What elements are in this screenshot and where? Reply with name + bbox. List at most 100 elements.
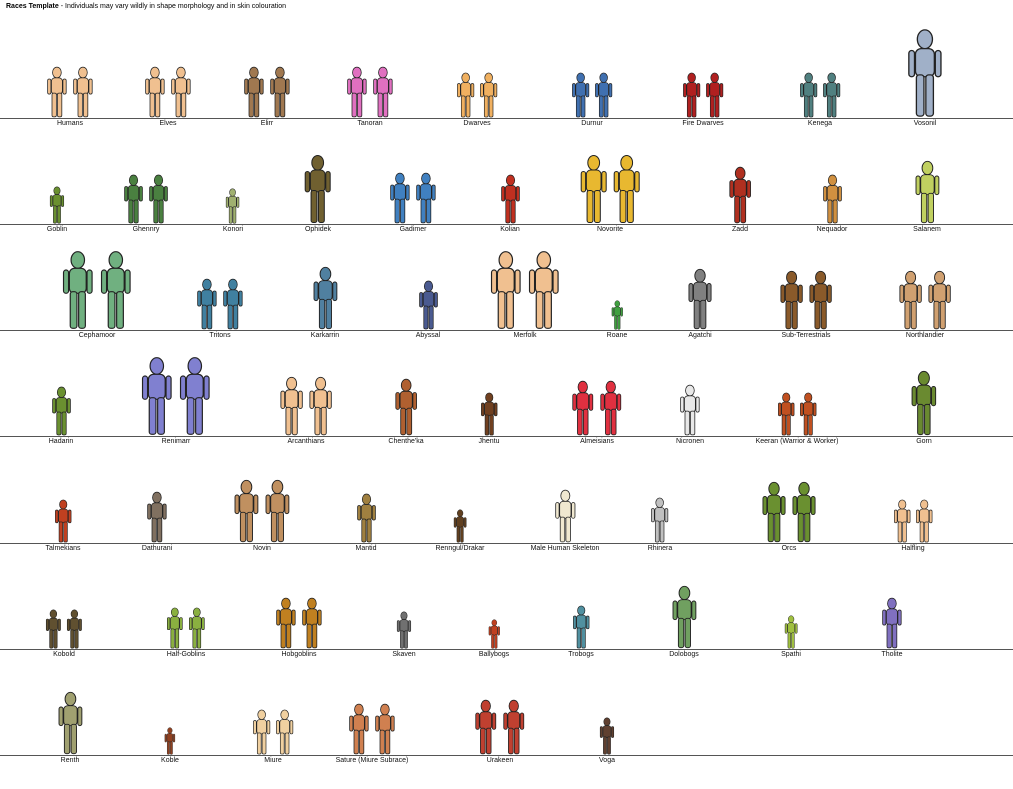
race-figure [147,491,167,543]
race-figure [280,376,303,436]
race-figure [453,509,467,543]
race-figure [595,72,613,118]
race-figure [276,597,296,649]
race-label: Ballybogs [478,651,510,658]
race-figure [893,499,910,543]
race-figure [672,585,696,649]
race-figure [179,357,210,435]
race-label: Renngul/Drakar [435,545,485,552]
race-figure [149,174,168,224]
race-figure [792,481,816,543]
race-label: Rhinera [647,545,673,552]
race-label: Cephamoor [78,332,116,339]
race-label: Gorn [916,438,932,445]
race-label: Jhentu [478,438,500,445]
page-title: Races Template - Individuals may vary wi… [6,3,286,10]
race-label: Koble [161,757,179,764]
race-label: Keeran (Warrior & Worker) [755,438,839,445]
race-figure [145,66,165,118]
race-figure [915,160,939,224]
race-label: Ghennry [132,226,160,233]
race-figure [784,615,798,649]
race-figure [349,703,369,755]
race-figure [528,251,559,329]
race-figure [580,154,607,224]
race-figure [66,609,82,649]
row-baseline [0,543,1013,544]
race-figure [613,154,640,224]
race-label: Arcanthians [287,438,325,445]
race-figure [47,66,67,118]
race-label: Sature (Miure Subrace) [335,757,409,764]
race-figure [356,493,376,543]
race-figure [396,611,412,649]
race-label: Tholite [881,651,903,658]
race-label: Trobogs [568,651,594,658]
row-baseline [0,436,1013,437]
race-figure [706,72,724,118]
race-label: Urakeen [486,757,514,764]
race-figure [491,251,522,329]
race-label: Male Human Skeleton [530,545,600,552]
race-label: Zadd [732,226,748,233]
race-figure [928,270,951,330]
race-figure [226,188,240,224]
race-figure [276,709,294,755]
race-label: Renimarr [161,438,191,445]
race-figure [777,392,794,436]
race-figure [554,489,576,543]
race-figure [688,268,712,330]
race-label: Voga [599,757,615,764]
title-subtitle: - Individuals may vary wildly in shape m… [58,3,287,10]
race-figure [503,699,525,755]
race-figure [302,597,322,649]
race-label: Kenega [807,120,833,127]
race-figure [911,370,937,436]
race-label: Dolobogs [669,651,699,658]
race-figure [899,270,922,330]
race-figure [58,691,82,755]
race-figure [223,278,243,330]
race-figure [265,479,290,543]
race-label: Novorite [596,226,624,233]
race-figure [611,300,623,330]
race-label: Agatchi [688,332,712,339]
race-label: Fire Dwarves [682,120,724,127]
race-figure [916,499,933,543]
race-label: Hobgoblins [281,651,317,658]
race-figure [375,703,395,755]
race-figure [800,392,817,436]
race-label: Mantid [355,545,377,552]
race-figure [572,605,590,649]
row-baseline [0,330,1013,331]
race-figure [63,251,94,329]
race-figure [171,66,191,118]
race-figure [882,597,902,649]
race-label: Sub-Terrestrials [781,332,831,339]
race-figure [762,481,786,543]
race-figure [600,380,622,436]
race-figure [100,251,131,329]
title-bold: Races Template [6,3,59,10]
race-label: Miure [264,757,282,764]
race-label: Karkarrin [310,332,340,339]
row-baseline [0,755,1013,756]
race-label: Vosonil [913,120,937,127]
race-figure [571,72,589,118]
race-figure [313,266,337,330]
race-figure [799,72,817,118]
race-label: Ophidek [304,226,332,233]
race-label: Halfling [901,545,925,552]
race-figure [488,619,500,649]
race-figure [500,174,520,224]
row-baseline [0,118,1013,119]
race-label: Konori [222,226,244,233]
race-figure [822,174,842,224]
race-label: Talmekians [45,545,81,552]
race-label: Roane [606,332,628,339]
race-figure [167,607,183,649]
race-figure [475,699,497,755]
race-label: Chenthe'ka [388,438,424,445]
race-figure [908,29,942,117]
race-figure [809,270,832,330]
